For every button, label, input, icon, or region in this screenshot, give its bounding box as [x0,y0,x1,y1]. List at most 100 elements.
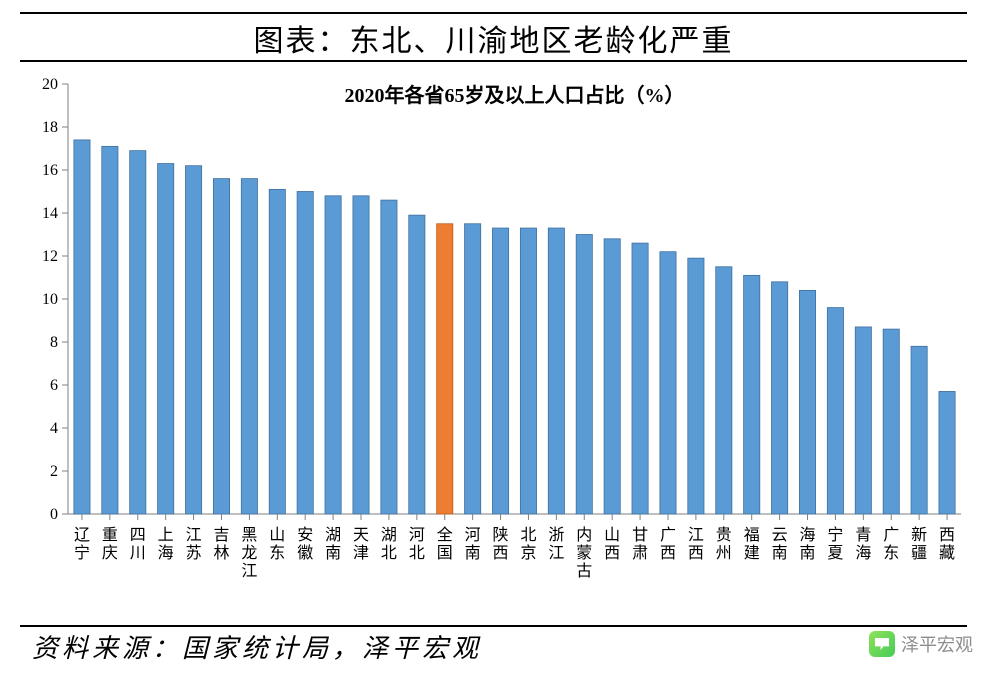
svg-text:6: 6 [50,377,58,394]
bar [437,224,453,514]
svg-text:2020年各省65岁及以上人口占比（%）: 2020年各省65岁及以上人口占比（%） [345,83,685,107]
svg-text:14: 14 [42,205,58,222]
x-category-label: 福 [744,526,760,544]
bar [130,151,146,514]
x-category-label: 内 [576,526,592,544]
x-category-label: 州 [716,545,732,562]
svg-text:12: 12 [42,248,58,265]
bar [688,258,704,514]
x-category-label: 黑 [241,527,257,544]
aging-bar-chart: 024681012141618202020年各省65岁及以上人口占比（%）辽宁重… [20,70,967,607]
bar [102,146,118,514]
x-category-label: 北 [409,544,425,562]
x-category-label: 海 [800,526,816,544]
x-category-label: 河 [465,526,481,544]
watermark: 泽平宏观 [869,631,973,657]
x-category-label: 贵 [716,526,732,544]
bar [381,200,397,514]
x-category-label: 江 [186,526,202,544]
bar [158,164,174,514]
bar [604,239,620,514]
x-category-label: 庆 [102,544,118,562]
x-category-label: 陕 [493,526,509,544]
x-category-label: 建 [744,544,760,562]
x-category-label: 肃 [632,544,648,562]
x-category-label: 青 [855,526,871,544]
bar [799,290,815,514]
bar [660,252,676,514]
x-category-label: 东 [883,544,899,562]
bar [855,327,871,514]
x-category-label: 京 [520,544,536,562]
x-category-label: 浙 [548,526,564,544]
x-category-label: 甘 [632,526,648,544]
watermark-text: 泽平宏观 [901,631,973,657]
bar [548,228,564,514]
x-category-label: 江 [241,562,257,580]
bar [744,275,760,514]
x-category-label: 藏 [939,544,955,562]
x-category-label: 江 [548,544,564,562]
bar [939,391,955,514]
x-category-label: 南 [772,544,788,562]
x-category-label: 四 [130,527,146,544]
svg-text:10: 10 [42,291,58,308]
x-category-label: 山 [269,526,285,544]
x-category-label: 古 [576,562,592,580]
x-category-label: 夏 [827,545,843,562]
x-category-label: 蒙 [576,544,592,562]
x-category-label: 安 [297,526,313,544]
bar [409,215,425,514]
x-category-label: 疆 [911,545,927,562]
bar [827,308,843,514]
x-category-label: 广 [883,526,899,544]
svg-text:0: 0 [50,506,58,523]
x-category-label: 云 [772,527,788,544]
x-category-label: 川 [130,545,146,562]
x-category-label: 海 [855,544,871,562]
x-category-label: 西 [660,545,676,562]
x-category-label: 江 [688,526,704,544]
x-category-label: 国 [437,545,453,562]
bar [241,179,257,514]
x-category-label: 西 [939,527,955,544]
x-category-label: 宁 [74,544,90,562]
bar [716,267,732,514]
bar [632,243,648,514]
x-category-label: 林 [213,544,229,562]
svg-text:20: 20 [42,76,58,93]
x-category-label: 南 [325,544,341,562]
x-category-label: 北 [381,544,397,562]
x-category-label: 西 [493,545,509,562]
x-category-label: 重 [102,526,118,544]
bar [325,196,341,514]
x-category-label: 苏 [186,544,202,562]
bar [576,235,592,515]
x-category-label: 广 [660,526,676,544]
x-category-label: 东 [269,544,285,562]
bar [520,228,536,514]
x-category-label: 河 [409,526,425,544]
bar [185,166,201,514]
x-category-label: 徽 [297,544,313,562]
source-label: 资料来源：国家统计局，泽平宏观 [32,628,482,665]
x-category-label: 辽 [74,526,90,544]
x-category-label: 上 [158,526,174,544]
wechat-icon [869,631,895,657]
x-category-label: 湖 [381,526,397,544]
svg-text:16: 16 [42,162,58,179]
bar [297,192,313,515]
bar [911,346,927,514]
x-category-label: 吉 [213,526,229,544]
x-category-label: 西 [688,545,704,562]
x-category-label: 天 [353,527,369,544]
bar [353,196,369,514]
svg-text:18: 18 [42,119,58,136]
x-category-label: 山 [604,526,620,544]
bar [465,224,481,514]
bar [883,329,899,514]
page-title: 图表：东北、川渝地区老龄化严重 [0,16,987,60]
bar [772,282,788,514]
svg-text:8: 8 [50,334,58,351]
svg-text:4: 4 [50,420,58,437]
